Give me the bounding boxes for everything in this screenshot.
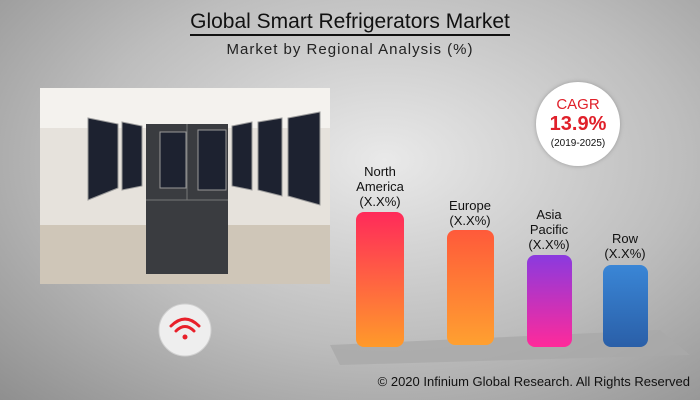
bar [447, 230, 494, 345]
kitchen-photo [40, 88, 330, 284]
bar [356, 212, 404, 347]
region-label: North America (X.X%) [340, 164, 420, 209]
wifi-badge [158, 303, 212, 357]
title-text: Global Smart Refrigerators Market [190, 10, 510, 36]
region-label: Europe (X.X%) [430, 198, 510, 228]
cagr-label: CAGR [556, 96, 600, 113]
region-label: Asia Pacific (X.X%) [509, 207, 589, 252]
bar [527, 255, 572, 347]
cagr-period: (2019-2025) [550, 138, 606, 149]
footer: © 2020 Infinium Global Research. All Rig… [377, 374, 690, 389]
title: Global Smart Refrigerators Market [0, 10, 700, 36]
cagr-value: 13.9% [549, 113, 607, 135]
region-name: Asia Pacific [529, 207, 569, 237]
subtitle: Market by Regional Analysis (%) [226, 41, 474, 58]
platform [330, 330, 690, 365]
cagr-badge: CAGR 13.9% (2019-2025) [536, 82, 620, 166]
region-name: Row [611, 231, 638, 246]
region-share: (X.X%) [604, 246, 646, 261]
wifi-icon [169, 317, 201, 333]
region-share: (X.X%) [528, 237, 570, 252]
region-share: (X.X%) [449, 213, 491, 228]
wifi-dot [182, 334, 188, 340]
region-name: Europe [449, 198, 491, 213]
region-label: Row (X.X%) [585, 231, 665, 261]
region-share: (X.X%) [359, 194, 401, 209]
region-name: North America [356, 164, 404, 194]
bar [603, 265, 648, 347]
